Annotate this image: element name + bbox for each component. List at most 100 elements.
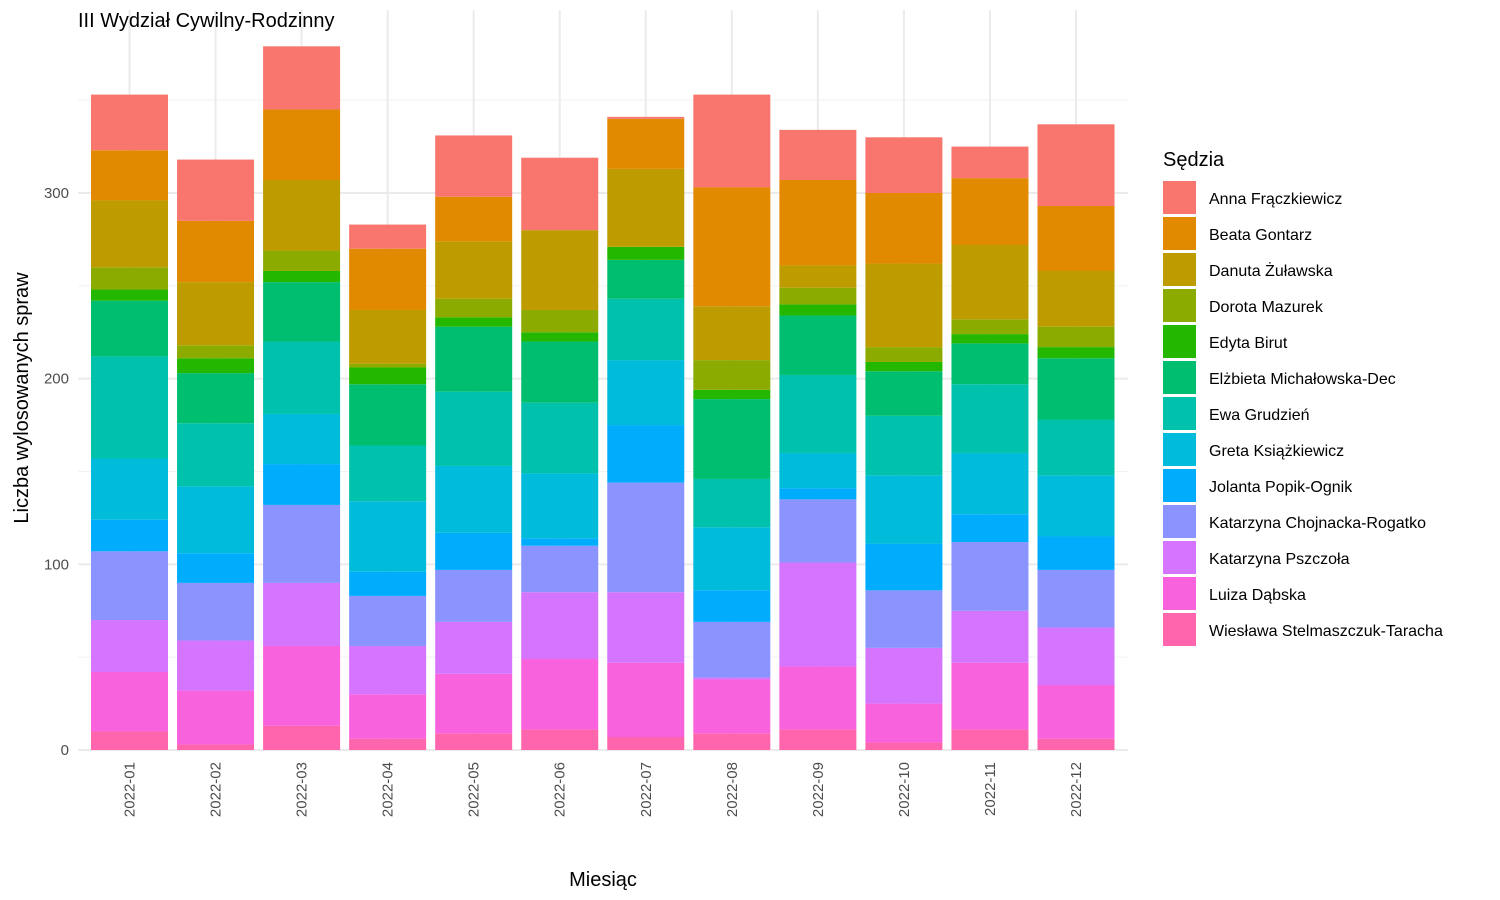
bar-segment: [435, 569, 513, 622]
bar-segment: [177, 423, 255, 487]
bar-segment: [263, 282, 341, 342]
legend-key: [1163, 289, 1196, 322]
bar-segment: [91, 356, 168, 459]
bar-segment: [435, 621, 513, 674]
bar-segment: [779, 374, 857, 453]
bar-segment: [349, 595, 427, 647]
bar-segment: [521, 230, 599, 310]
y-tick-label: 100: [44, 556, 69, 573]
bar-segment: [951, 384, 1029, 453]
bar-segment: [607, 425, 685, 483]
bar-segment: [521, 332, 599, 342]
bar-segment: [693, 187, 771, 307]
bar-segment: [177, 690, 255, 745]
legend-label: Anna Frączkiewicz: [1209, 191, 1342, 208]
bar-segment: [607, 482, 685, 593]
x-tick-label: 2022-08: [724, 762, 741, 817]
bar-segment: [693, 399, 771, 479]
bar-segment: [349, 248, 427, 310]
bar-segment: [607, 592, 685, 663]
bar-segment: [91, 458, 168, 520]
bar-segment: [865, 371, 943, 416]
x-tick-label: 2022-02: [208, 762, 225, 817]
legend-key: [1163, 361, 1196, 394]
bar-segment: [779, 265, 857, 288]
bar-segment: [263, 109, 341, 181]
x-tick-label: 2022-10: [896, 762, 913, 817]
x-tick-label: 2022-01: [122, 762, 139, 817]
bar-segment: [91, 150, 168, 201]
bar-segment: [177, 640, 255, 691]
bar-segment: [693, 360, 771, 390]
bar-segment: [349, 694, 427, 739]
legend-key: [1163, 325, 1196, 358]
bar-segment: [951, 542, 1029, 611]
bar-segment: [1037, 347, 1115, 359]
y-axis-title: Liczba wylosowanych spraw: [11, 272, 33, 524]
x-axis-title: Miesiąc: [569, 869, 637, 891]
legend-label: Beata Gontarz: [1209, 227, 1312, 244]
legend-key: [1163, 541, 1196, 574]
bar-segment: [91, 731, 168, 750]
bar-segment: [779, 499, 857, 563]
bar-segment: [951, 452, 1029, 515]
bar-segment: [693, 94, 771, 188]
bar-segment: [521, 659, 599, 730]
legend-label: Katarzyna Pszczoła: [1209, 551, 1350, 568]
legend-key: [1163, 433, 1196, 466]
bar-segment: [693, 478, 771, 528]
legend-label: Katarzyna Chojnacka-Rogatko: [1209, 515, 1426, 532]
bar-segment: [693, 679, 771, 734]
legend-label: Elżbieta Michałowska-Dec: [1209, 371, 1396, 388]
bar-segment: [1037, 358, 1115, 420]
bar-segment: [865, 590, 943, 648]
legend-label: Greta Książkiewicz: [1209, 443, 1344, 460]
legend-label: Wiesława Stelmaszczuk-Taracha: [1209, 623, 1443, 640]
bar-segment: [951, 662, 1029, 730]
bar-segment: [951, 729, 1029, 750]
bar-segment: [263, 464, 341, 505]
bar-segment: [521, 592, 599, 660]
bar-segment: [1037, 419, 1115, 476]
x-tick-label: 2022-07: [638, 762, 655, 817]
bar-segment: [865, 475, 943, 544]
bar-segment: [865, 703, 943, 743]
bar-segment: [177, 159, 255, 221]
bar-segment: [435, 317, 513, 327]
bar-segment: [693, 389, 771, 400]
bar-segment: [349, 224, 427, 249]
bar-segment: [91, 289, 168, 301]
bar-segment: [263, 413, 341, 465]
bar-segment: [865, 415, 943, 476]
bar-segment: [177, 220, 255, 283]
bar-segment: [607, 360, 685, 426]
bar-segment: [349, 309, 427, 364]
bar-segment: [951, 334, 1029, 344]
legend-key: [1163, 397, 1196, 430]
bar-segment: [865, 347, 943, 362]
bar-segment: [607, 118, 685, 169]
legend-label: Dorota Mazurek: [1209, 299, 1324, 316]
bar-segment: [779, 488, 857, 500]
bar-segment: [521, 157, 599, 231]
bar-segment: [693, 306, 771, 361]
bar-segment: [177, 486, 255, 554]
bar-segment: [865, 137, 943, 193]
bar-segment: [693, 621, 771, 678]
bar-segment: [607, 116, 685, 119]
x-tick-label: 2022-09: [810, 762, 827, 817]
bar-segment: [1037, 685, 1115, 739]
bar-segment: [263, 180, 341, 251]
bar-segment: [779, 452, 857, 489]
y-axis-ticks: 0 100 200 300: [44, 185, 69, 759]
bar-segment: [91, 300, 168, 357]
bar-segment: [779, 315, 857, 375]
bar-segment: [779, 729, 857, 750]
bar-segment: [1037, 124, 1115, 206]
chart-title: III Wydział Cywilny-Rodzinny: [78, 10, 335, 32]
bars: [91, 46, 1115, 750]
bar-segment: [263, 46, 341, 110]
bar-segment: [435, 298, 513, 318]
bar-segment: [607, 737, 685, 750]
